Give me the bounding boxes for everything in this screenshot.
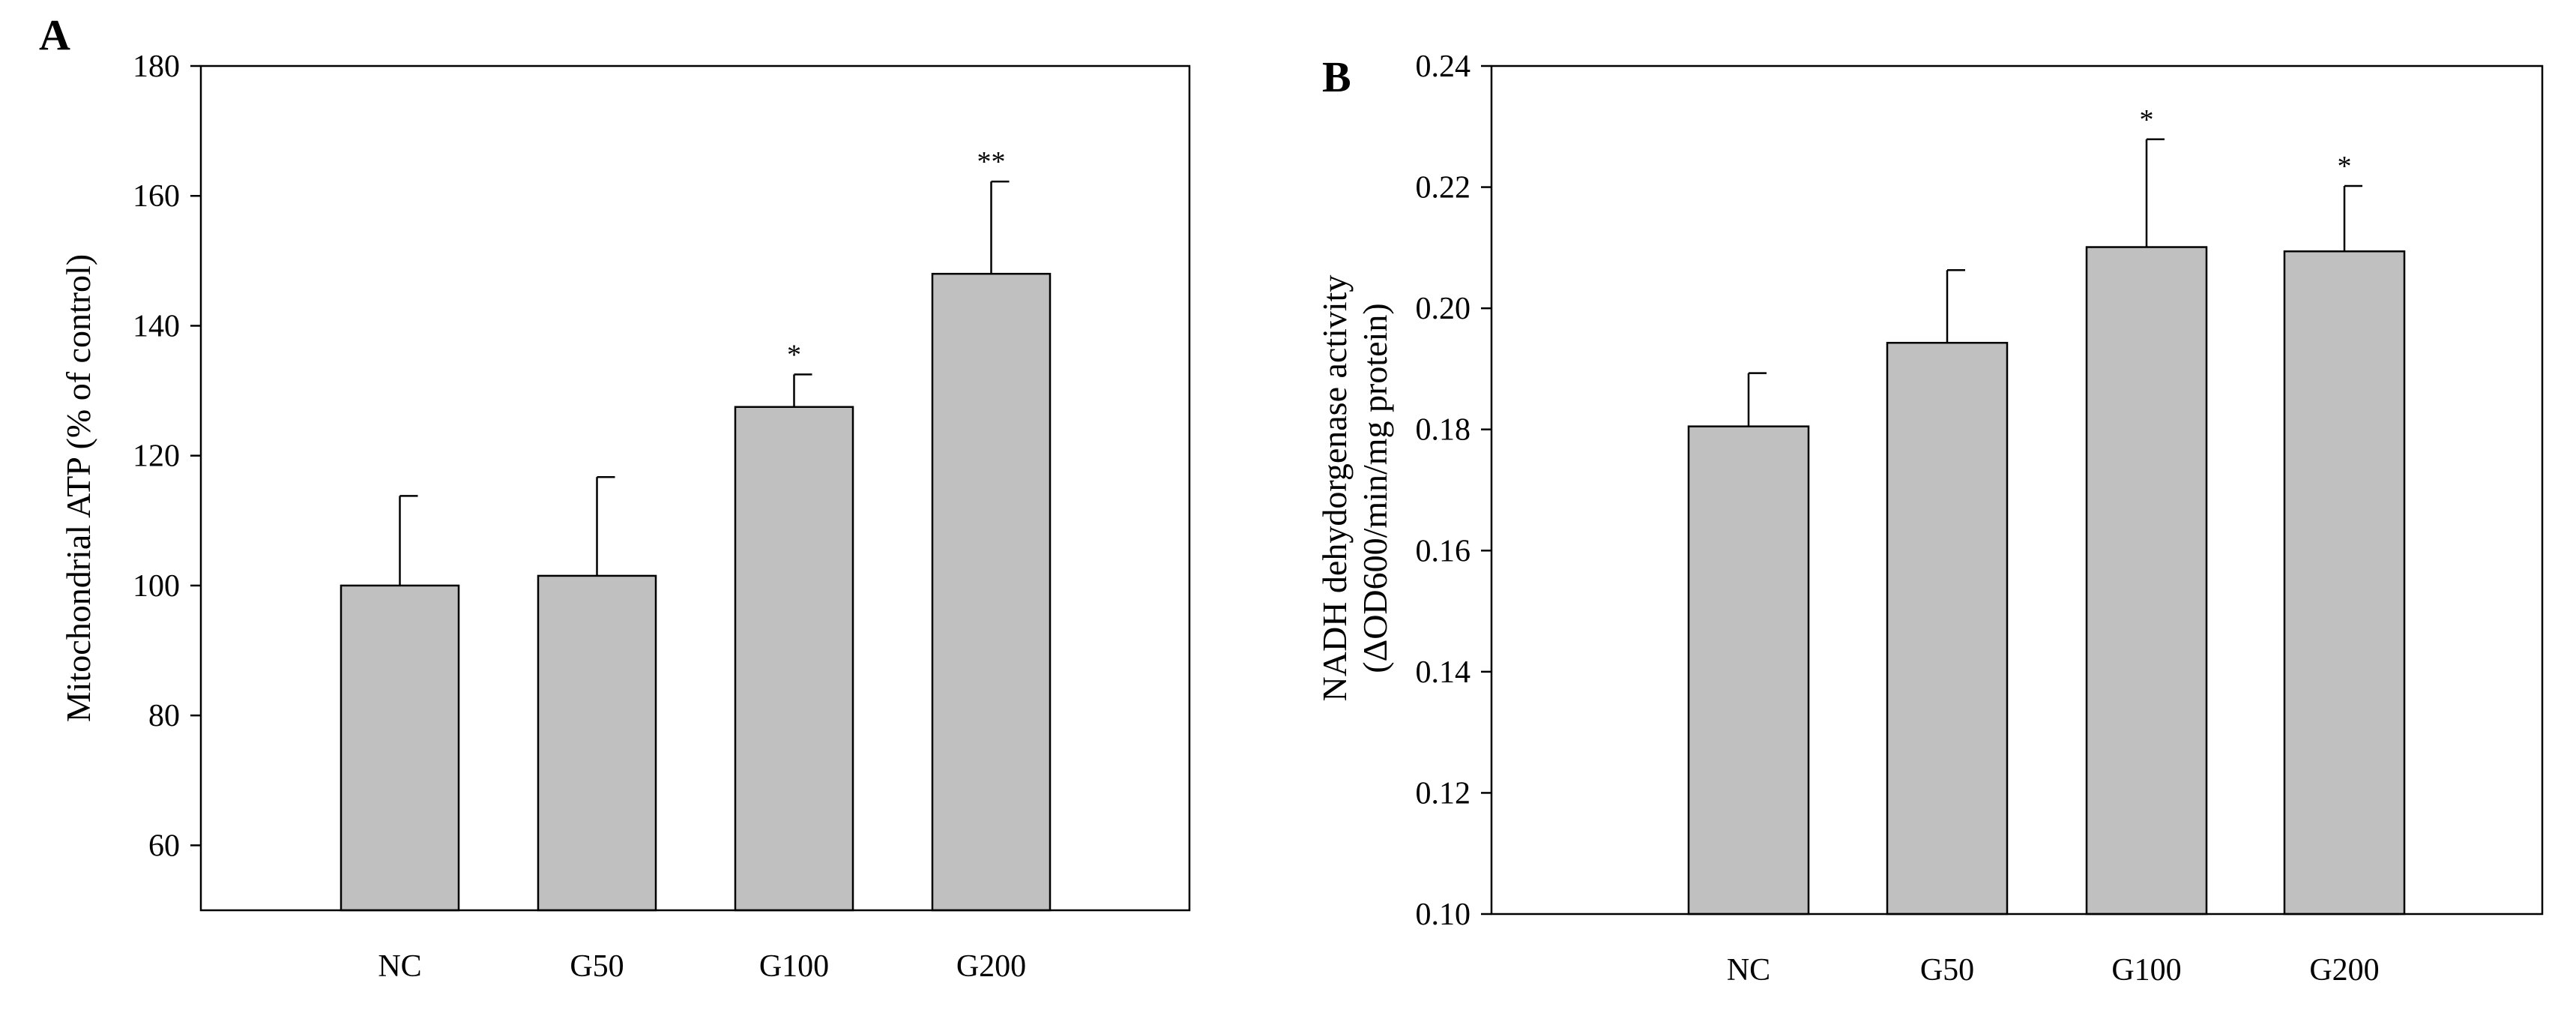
bar-nc [340,584,460,912]
y-tick-label: 80 [148,699,180,733]
y-tick-label: 0.10 [1416,898,1471,932]
panel-label: B [1322,52,1351,101]
y-axis-title-line: (ΔOD600/min/mg protein) [1356,303,1394,673]
x-tick-label: G100 [759,949,829,984]
y-tick-label: 0.18 [1416,413,1471,448]
bar-g100 [2085,246,2208,916]
x-tick-label: G200 [2309,953,2379,988]
y-axis-title: NADH dehydorgenase activity(ΔOD600/min/m… [1315,275,1394,702]
x-tick-label: G100 [2111,953,2181,988]
bar-g200 [2283,250,2406,916]
significance-marker: * [2338,151,2352,182]
significance-marker: * [787,339,801,370]
y-tick-label: 140 [133,309,180,343]
y-axis-title-line: NADH dehydorgenase activity [1315,275,1354,702]
y-tick-label: 180 [133,49,180,84]
bar-g200 [931,272,1052,912]
chart-panel-a: A 60 80 100 120 140 160 180 NC G50 * G100 ** G200 Mito… [39,10,1191,984]
chart-panel-b: B 0.10 0.12 0.14 0.16 0.18 0.20 0.22 0.24 NC G50 * G… [1315,49,2544,988]
plot-frame [1490,64,2544,916]
bar-nc [1687,425,1810,916]
y-tick-label: 60 [148,829,180,863]
y-axis-title: Mitochondrial ATP (% of control) [59,254,97,722]
panel-label: A [39,10,70,59]
x-tick-label: G200 [956,949,1026,984]
y-tick-label: 0.12 [1416,776,1471,811]
y-tick-label: 160 [133,179,180,214]
x-tick-label: NC [378,949,421,984]
significance-marker: * [2140,104,2154,136]
bar-g50 [537,574,657,912]
y-tick-label: 0.20 [1416,292,1471,326]
y-tick-label: 0.14 [1416,655,1471,690]
significance-marker: ** [977,146,1006,178]
x-tick-label: G50 [1920,953,1974,988]
y-tick-label: 120 [133,439,180,474]
y-tick-label: 100 [133,569,180,604]
y-tick-label: 0.22 [1416,171,1471,205]
bar-g100 [734,406,854,912]
y-tick-label: 0.24 [1416,49,1471,84]
x-tick-label: G50 [570,949,624,984]
plot-frame [199,64,1191,912]
y-tick-label: 0.16 [1416,534,1471,568]
bar-g50 [1886,341,2009,916]
x-tick-label: NC [1727,953,1770,988]
